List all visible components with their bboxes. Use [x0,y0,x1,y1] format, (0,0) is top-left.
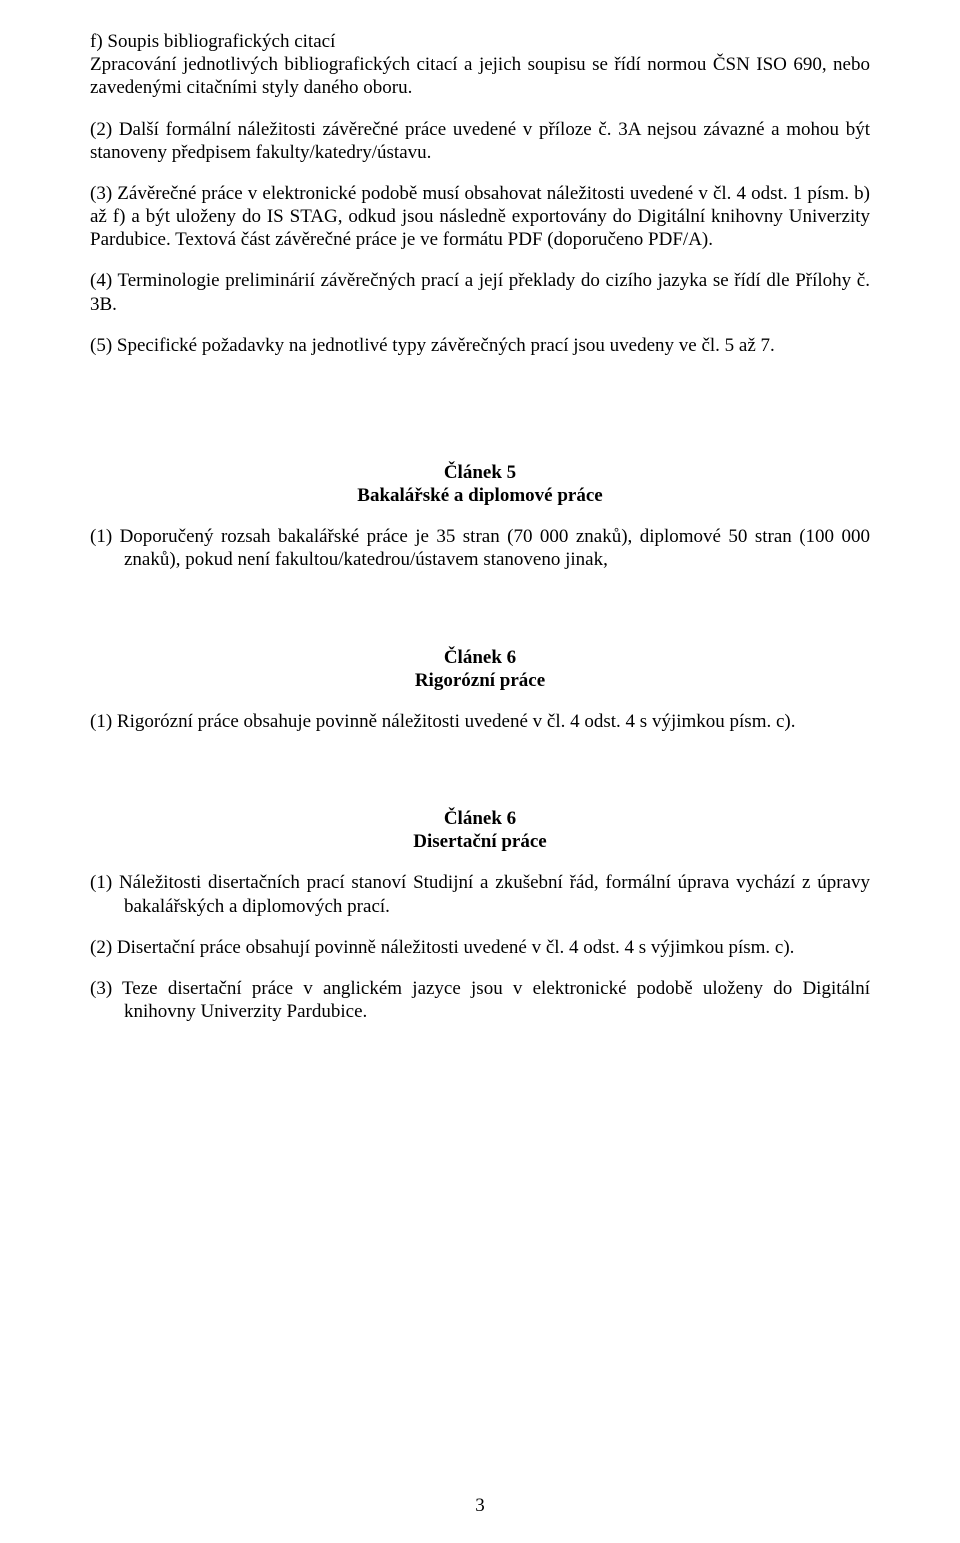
page-number: 3 [0,1494,960,1517]
spacer [90,375,870,461]
spacer [90,590,870,646]
document-page: f) Soupis bibliografických citací Zpraco… [0,0,960,1543]
article-6b-paragraph-2: (2) Disertační práce obsahují povinně ná… [90,936,870,959]
article-6a-paragraph-1: (1) Rigorózní práce obsahuje povinně nál… [90,710,870,733]
article-5-paragraph-1: (1) Doporučený rozsah bakalářské práce j… [90,525,870,571]
article-6b-title: Článek 6 [90,807,870,830]
section-f-title: f) Soupis bibliografických citací [90,30,870,53]
paragraph-4: (4) Terminologie preliminárií závěrečnýc… [90,269,870,315]
article-6b-subtitle: Disertační práce [90,830,870,853]
article-6b-paragraph-3: (3) Teze disertační práce v anglickém ja… [90,977,870,1023]
section-f: f) Soupis bibliografických citací Zpraco… [90,30,870,100]
spacer [90,751,870,807]
section-f-text: Zpracování jednotlivých bibliografických… [90,53,870,99]
paragraph-3: (3) Závěrečné práce v elektronické podob… [90,182,870,252]
article-6a-subtitle: Rigorózní práce [90,669,870,692]
article-6b-paragraph-1: (1) Náležitosti disertačních prací stano… [90,871,870,917]
paragraph-5: (5) Specifické požadavky na jednotlivé t… [90,334,870,357]
article-5-title: Článek 5 [90,461,870,484]
paragraph-2: (2) Další formální náležitosti závěrečné… [90,118,870,164]
article-6a-title: Článek 6 [90,646,870,669]
article-5-subtitle: Bakalářské a diplomové práce [90,484,870,507]
